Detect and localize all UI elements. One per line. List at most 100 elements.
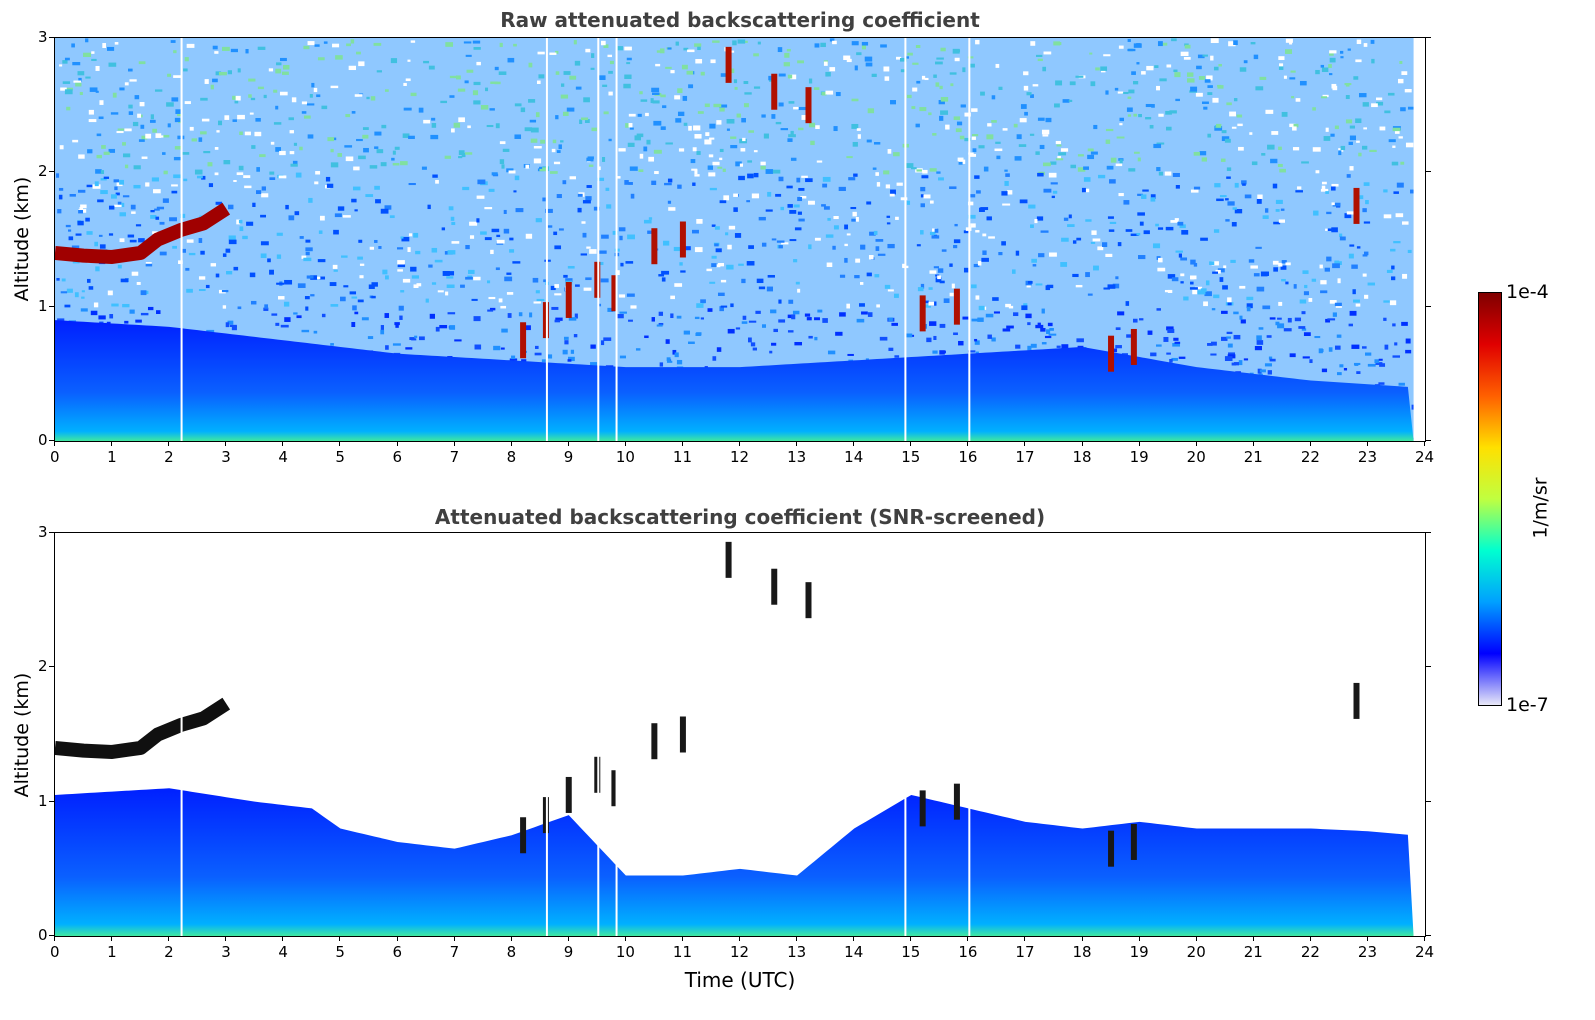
x-tick [681,936,683,941]
noise-speckle [1126,334,1134,338]
noise-speckle [929,231,936,236]
noise-speckle [733,207,738,212]
noise-speckle [931,235,940,239]
noise-speckle [844,257,848,263]
noise-speckle [204,79,209,84]
noise-speckle [661,270,670,275]
x-tick [796,441,798,446]
noise-speckle [639,153,644,159]
noise-speckle [852,141,858,147]
noise-speckle [1289,41,1293,45]
noise-speckle [789,209,797,214]
noise-speckle [380,329,385,335]
noise-speckle [145,263,153,267]
noise-speckle [309,94,313,98]
cloud-streak [611,770,618,807]
noise-speckle [1330,133,1335,137]
noise-speckle [119,179,125,185]
x-tick-label: 23 [1357,943,1377,961]
noise-speckle [371,295,376,299]
noise-speckle [255,117,261,122]
noise-speckle [949,263,953,267]
noise-speckle [949,72,957,75]
noise-speckle [1157,41,1163,47]
noise-speckle [787,204,793,208]
noise-speckle [1158,113,1164,117]
noise-speckle [777,47,783,53]
noise-speckle [321,313,326,318]
noise-speckle [982,250,987,255]
top-heatmap-plot [54,37,1426,442]
noise-speckle [688,84,694,89]
noise-speckle [293,142,298,146]
noise-speckle [1325,191,1329,194]
noise-speckle [362,134,369,139]
noise-speckle [1118,45,1124,49]
noise-speckle [252,202,256,207]
noise-speckle [679,262,683,266]
y-tick-right [1426,440,1431,441]
noise-speckle [935,82,940,87]
noise-speckle [232,119,237,122]
noise-speckle [214,172,219,176]
noise-speckle [1363,221,1371,224]
noise-speckle [790,130,794,135]
noise-speckle [1008,305,1014,309]
noise-speckle [1321,67,1329,72]
noise-speckle [156,206,165,210]
noise-speckle [299,146,303,151]
noise-speckle [895,216,899,220]
noise-speckle [317,276,321,280]
noise-speckle [257,86,264,90]
noise-speckle [1005,303,1011,308]
noise-speckle [1107,284,1116,289]
noise-speckle [1219,195,1227,198]
noise-speckle [410,92,417,97]
noise-speckle [1036,216,1044,221]
x-tick-label: 5 [335,448,345,466]
noise-speckle [691,168,698,171]
noise-speckle [399,315,403,320]
noise-speckle [67,229,72,232]
noise-speckle [1353,76,1359,80]
noise-speckle [1049,327,1054,331]
noise-speckle [1301,328,1307,331]
noise-speckle [618,227,626,232]
noise-speckle [380,325,384,330]
noise-speckle [1199,151,1207,156]
noise-speckle [1136,232,1141,236]
noise-speckle [1348,323,1353,327]
noise-speckle [644,335,649,339]
noise-speckle [297,283,306,288]
noise-speckle [820,42,826,48]
noise-speckle [114,42,119,45]
noise-speckle [765,169,774,174]
noise-speckle [446,284,455,288]
noise-speckle [714,243,719,247]
noise-speckle [512,261,521,264]
noise-speckle [1037,322,1041,327]
noise-speckle [1015,250,1020,256]
noise-speckle [1398,382,1405,386]
noise-speckle [790,157,797,161]
noise-speckle [1326,211,1332,215]
noise-speckle [1115,345,1122,349]
noise-speckle [900,69,906,73]
noise-speckle [775,193,782,197]
noise-speckle [506,168,514,173]
noise-speckle [1165,226,1174,231]
noise-speckle [1340,56,1344,59]
noise-speckle [1331,202,1335,206]
noise-speckle [500,347,505,350]
noise-speckle [583,287,592,291]
noise-speckle [248,78,256,82]
noise-speckle [588,164,594,167]
noise-speckle [1285,49,1293,54]
noise-speckle [564,340,569,345]
noise-speckle [1228,41,1236,47]
noise-speckle [1171,357,1178,361]
noise-speckle [1072,240,1077,244]
noise-speckle [191,138,198,142]
noise-speckle [1150,352,1157,357]
x-tick-label: 11 [672,448,692,466]
